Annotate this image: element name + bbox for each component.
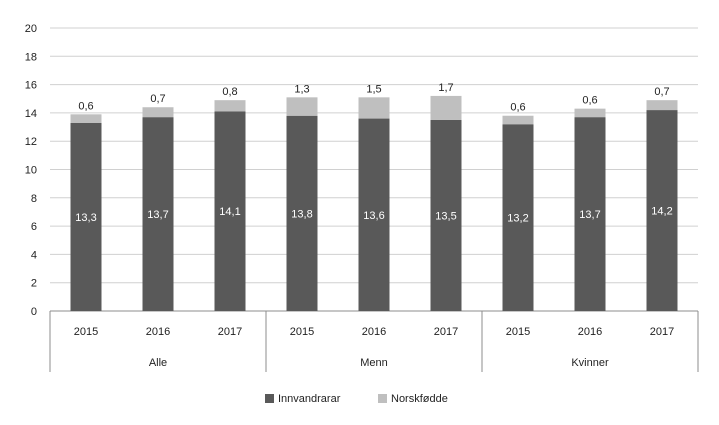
x-tick-label-year: 2017 bbox=[218, 326, 242, 338]
y-tick-label: 8 bbox=[31, 193, 37, 205]
bar-norskfodde bbox=[142, 107, 174, 118]
bar-norskfodde bbox=[214, 100, 246, 112]
x-tick-label-year: 2015 bbox=[506, 326, 530, 338]
bar-norskfodde bbox=[574, 108, 606, 118]
bar-innvandrarar bbox=[430, 119, 462, 311]
data-label-norskfodde: 0,7 bbox=[654, 86, 669, 98]
data-label-innvandrarar: 13,3 bbox=[75, 212, 96, 224]
data-label-norskfodde: 1,3 bbox=[294, 83, 309, 95]
bars: 13,3 0,6 13,7 0,7 14,1 0,8 13,8 1,3 13,6 1,5 13,5 1… bbox=[70, 82, 678, 312]
y-tick-label: 2 bbox=[31, 278, 37, 290]
x-group-label: Alle bbox=[149, 357, 167, 369]
y-tick-label: 16 bbox=[25, 80, 37, 92]
x-group-label: Menn bbox=[360, 357, 388, 369]
y-tick-label: 14 bbox=[25, 108, 37, 120]
data-label-innvandrarar: 13,6 bbox=[363, 210, 384, 222]
x-tick-label-year: 2015 bbox=[74, 326, 98, 338]
bar-innvandrarar bbox=[646, 110, 678, 311]
data-label-innvandrarar: 14,1 bbox=[219, 206, 240, 218]
x-tick-label-year: 2016 bbox=[362, 326, 386, 338]
y-tick-label: 6 bbox=[31, 221, 37, 233]
x-tick-label-year: 2016 bbox=[146, 326, 170, 338]
legend-swatch-innvandrarar bbox=[265, 394, 274, 403]
bar-norskfodde bbox=[430, 95, 462, 120]
x-tick-label-year: 2017 bbox=[650, 326, 674, 338]
data-label-innvandrarar: 14,2 bbox=[651, 206, 672, 218]
y-tick-label: 18 bbox=[25, 51, 37, 63]
data-label-norskfodde: 0,8 bbox=[222, 86, 237, 98]
x-tick-label-year: 2017 bbox=[434, 326, 458, 338]
data-label-norskfodde: 0,6 bbox=[78, 100, 93, 112]
bar-norskfodde bbox=[286, 97, 318, 116]
data-label-innvandrarar: 13,7 bbox=[579, 209, 600, 221]
data-label-innvandrarar: 13,2 bbox=[507, 213, 528, 225]
legend-label-norskfodde: Norskfødde bbox=[391, 393, 448, 405]
bar-innvandrarar bbox=[70, 122, 102, 312]
x-axis: 2015 2016 2017 2015 2016 2017 2015 2016 2017 Alle… bbox=[49, 311, 699, 372]
legend-swatch-norskfodde bbox=[378, 394, 387, 403]
data-label-norskfodde: 0,6 bbox=[582, 95, 597, 107]
bar-innvandrarar bbox=[214, 111, 246, 311]
bar-innvandrarar bbox=[142, 117, 174, 312]
y-tick-label: 12 bbox=[25, 136, 37, 148]
bar-norskfodde bbox=[70, 114, 102, 123]
data-label-norskfodde: 0,7 bbox=[150, 93, 165, 105]
x-group-label: Kvinner bbox=[571, 357, 609, 369]
y-tick-label: 0 bbox=[31, 306, 37, 318]
bar-norskfodde bbox=[358, 97, 390, 119]
bar-innvandrarar bbox=[286, 115, 318, 311]
bar-innvandrarar bbox=[358, 118, 390, 311]
bar-norskfodde bbox=[502, 115, 534, 125]
bar-innvandrarar bbox=[502, 124, 534, 311]
data-label-innvandrarar: 13,7 bbox=[147, 209, 168, 221]
x-tick-label-year: 2016 bbox=[578, 326, 602, 338]
data-label-innvandrarar: 13,5 bbox=[435, 210, 456, 222]
data-label-norskfodde: 0,6 bbox=[510, 102, 525, 114]
legend-label-innvandrarar: Innvandrarar bbox=[278, 393, 341, 405]
y-tick-label: 10 bbox=[25, 165, 37, 177]
data-label-innvandrarar: 13,8 bbox=[291, 208, 312, 220]
y-axis: 0 2 4 6 8 10 12 14 16 18 20 bbox=[25, 23, 37, 318]
data-label-norskfodde: 1,5 bbox=[366, 83, 381, 95]
data-label-norskfodde: 1,7 bbox=[438, 82, 453, 94]
x-tick-label-year: 2015 bbox=[290, 326, 314, 338]
bar-norskfodde bbox=[646, 100, 678, 111]
legend: Innvandrarar Norskfødde bbox=[265, 393, 448, 405]
y-tick-label: 4 bbox=[31, 249, 37, 261]
y-tick-label: 20 bbox=[25, 23, 37, 35]
bar-innvandrarar bbox=[574, 117, 606, 312]
